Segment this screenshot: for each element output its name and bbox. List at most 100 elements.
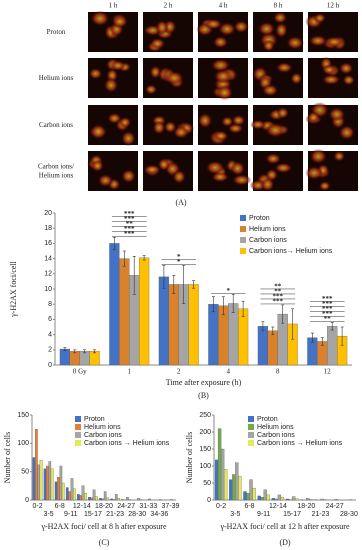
legend-label: Carbon ions xyxy=(84,432,122,439)
significance-mark: ** xyxy=(126,220,134,228)
nucleus xyxy=(321,74,341,85)
y-tick-label: 0 xyxy=(48,362,52,369)
bar xyxy=(271,498,276,501)
nucleus xyxy=(305,165,323,180)
bar xyxy=(257,326,269,366)
x-tick-label: 1 xyxy=(128,368,132,376)
y-axis-label: Number of cells xyxy=(185,432,194,484)
significance-mark: ** xyxy=(274,288,282,296)
nucleus xyxy=(221,116,234,127)
nucleus xyxy=(121,168,137,184)
nucleus xyxy=(216,85,234,101)
significance-mark: *** xyxy=(124,210,135,218)
bar xyxy=(54,481,58,501)
row-label: Helium ions xyxy=(39,74,74,82)
bar xyxy=(106,497,109,501)
y-tick-label: 14 xyxy=(44,255,52,262)
y-tick-label: 200 xyxy=(199,429,211,436)
x-tick-label: 28-30 xyxy=(340,511,358,518)
panel-label: (A) xyxy=(175,198,186,207)
error-bar xyxy=(142,255,146,261)
nucleus xyxy=(155,19,169,36)
column-label: 1 h xyxy=(109,2,118,10)
nucleus xyxy=(309,148,328,164)
nucleus xyxy=(197,112,213,129)
error-bar xyxy=(122,250,126,267)
error-bar xyxy=(182,265,186,304)
y-tick-label: 100 xyxy=(17,440,29,447)
bar xyxy=(69,351,80,366)
y-tick-label: 4 xyxy=(48,331,52,338)
x-tick-label: 6-8 xyxy=(244,503,254,510)
error-bar xyxy=(320,337,324,346)
bar xyxy=(306,498,310,501)
bar xyxy=(110,498,113,501)
legend-label: Helium ions xyxy=(257,424,294,431)
bar xyxy=(285,498,290,501)
bar xyxy=(159,499,162,501)
significance-mark: ** xyxy=(324,315,332,323)
bar xyxy=(48,461,52,501)
panel-label: (C) xyxy=(99,538,110,547)
bar xyxy=(103,491,107,501)
panel-label: (B) xyxy=(198,391,209,400)
legend-swatch xyxy=(75,424,81,430)
bar xyxy=(92,489,96,501)
x-tick-label: 6-8 xyxy=(55,503,65,510)
nucleus xyxy=(257,21,276,37)
x-axis-label: γ-H2AX foci/ cell at 8 h after exposure xyxy=(40,522,166,531)
x-tick-label: 12-14 xyxy=(269,503,287,510)
x-tick-label: 9-11 xyxy=(257,511,271,518)
nucleus xyxy=(290,72,303,85)
nucleus xyxy=(90,10,110,27)
bar xyxy=(84,493,87,501)
significance-mark: * xyxy=(227,287,231,295)
x-tick-label: 4 xyxy=(227,368,231,376)
significance-mark: *** xyxy=(273,293,284,301)
bar xyxy=(274,498,279,501)
y-tick-label: 16 xyxy=(44,240,52,247)
y-axis-label: Number of cells xyxy=(3,432,12,484)
nucleus xyxy=(212,35,229,49)
significance-mark: ** xyxy=(274,283,282,291)
bar xyxy=(137,498,140,501)
x-tick-label: 37-39 xyxy=(162,503,180,510)
x-tick-label: 21-23 xyxy=(312,511,330,518)
bar xyxy=(238,476,242,501)
x-tick-label: 8 xyxy=(276,368,280,376)
x-tick-label: 15-17 xyxy=(84,511,102,518)
error-bar xyxy=(83,349,87,354)
legend-swatch xyxy=(75,416,81,422)
nucleus xyxy=(276,107,290,119)
bar xyxy=(88,497,91,501)
significance-mark: *** xyxy=(322,310,333,318)
legend-label: Helium ions xyxy=(84,424,121,431)
bar xyxy=(170,499,173,501)
bar xyxy=(59,465,63,501)
x-tick-label: 0-2 xyxy=(216,503,226,510)
bar xyxy=(37,464,41,501)
error-bar xyxy=(241,300,245,317)
nucleus xyxy=(328,107,346,122)
x-tick-label: 34-36 xyxy=(150,511,168,518)
legend-swatch xyxy=(75,440,81,446)
x-tick-label: 24-27 xyxy=(326,503,344,510)
bar xyxy=(208,304,219,366)
nucleus xyxy=(143,164,162,175)
x-tick-label: 21-23 xyxy=(106,511,124,518)
y-tick-label: 150 xyxy=(17,412,29,419)
bar xyxy=(61,482,65,501)
y-tick-label: 100 xyxy=(199,463,211,470)
nucleus xyxy=(261,84,279,97)
nucleus xyxy=(342,74,356,86)
bar xyxy=(280,497,285,501)
bar xyxy=(249,479,253,501)
bar xyxy=(217,428,222,501)
bar xyxy=(291,496,296,501)
bar xyxy=(50,468,54,501)
bar xyxy=(277,494,282,501)
bar xyxy=(57,477,60,501)
nucleus xyxy=(250,119,266,130)
